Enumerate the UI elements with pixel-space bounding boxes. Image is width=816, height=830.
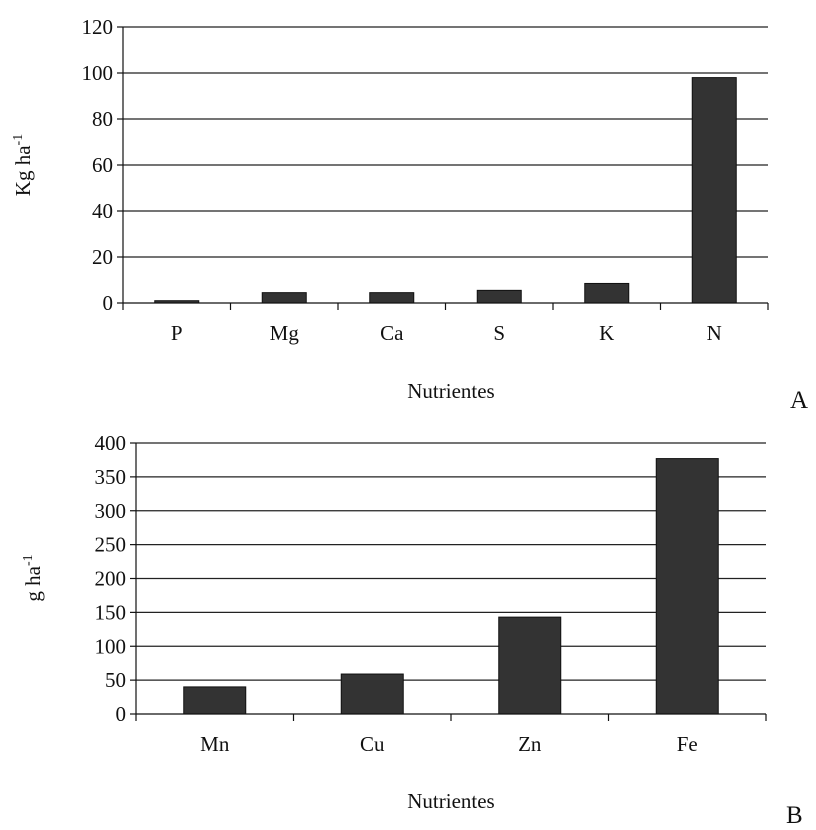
y-axis-label-b-sup: -1 <box>21 554 36 566</box>
y-tick-label-a-40: 40 <box>92 199 113 223</box>
bar-b-cu <box>340 673 404 715</box>
axes-b <box>130 442 767 721</box>
x-tick-label-a-p: P <box>171 321 183 345</box>
bar-b-zn <box>498 616 562 715</box>
panel-label-b: B <box>786 802 803 829</box>
x-tick-labels-b: Mn Cu Zn Fe <box>200 732 698 756</box>
y-axis-label-a-sup: -1 <box>11 134 26 146</box>
bar-a-mg <box>261 292 307 304</box>
axes-a <box>117 26 769 310</box>
bars-a <box>154 77 737 304</box>
x-axis-label-a: Nutrientes <box>407 379 494 403</box>
x-axis-label-b: Nutrientes <box>407 789 494 813</box>
y-tick-label-a-0: 0 <box>103 291 114 315</box>
y-tick-label-b-50: 50 <box>105 668 126 692</box>
bar-b-fe <box>655 458 719 715</box>
y-tick-label-a-80: 80 <box>92 107 113 131</box>
x-tick-labels-a: P Mg Ca S K N <box>171 321 722 345</box>
y-tick-label-b-100: 100 <box>95 634 127 658</box>
bars-b <box>183 458 719 715</box>
y-tick-label-b-0: 0 <box>116 702 127 726</box>
x-tick-label-b-cu: Cu <box>360 732 385 756</box>
bar-a-s <box>476 289 522 304</box>
y-tick-label-b-250: 250 <box>95 533 127 557</box>
x-tick-label-a-s: S <box>493 321 505 345</box>
y-tick-label-a-20: 20 <box>92 245 113 269</box>
y-axis-label-a: Kg ha-1 <box>11 134 35 196</box>
y-axis-label-b: g ha-1 <box>21 554 45 601</box>
x-tick-label-b-zn: Zn <box>518 732 542 756</box>
chart-panel-b: 0 50 100 150 200 250 300 350 400 Mn Cu Zn Fe Nutrie… <box>21 431 803 829</box>
y-axis-label-a-main: Kg ha <box>11 145 35 196</box>
x-tick-label-a-k: K <box>599 321 614 345</box>
y-axis-label-b-main: g ha <box>21 565 45 601</box>
y-tick-label-a-100: 100 <box>82 61 114 85</box>
x-tick-label-a-n: N <box>707 321 722 345</box>
x-tick-label-a-ca: Ca <box>380 321 404 345</box>
y-tick-label-b-150: 150 <box>95 600 127 624</box>
y-tick-label-a-60: 60 <box>92 153 113 177</box>
x-tick-label-a-mg: Mg <box>270 321 300 345</box>
y-tick-label-b-400: 400 <box>95 431 127 455</box>
y-tick-label-b-350: 350 <box>95 465 127 489</box>
bar-a-k <box>584 282 630 304</box>
bar-b-mn <box>183 686 247 715</box>
chart-panel-a: 0 20 40 60 80 100 120 P Mg Ca S K N Nutrientes Kg h… <box>11 15 808 414</box>
x-tick-label-b-mn: Mn <box>200 732 230 756</box>
panel-label-a: A <box>790 387 808 414</box>
y-tick-label-b-300: 300 <box>95 499 127 523</box>
y-tick-labels-b: 0 50 100 150 200 250 300 350 400 <box>95 431 127 726</box>
grid-lines-a <box>123 26 768 258</box>
x-tick-label-b-fe: Fe <box>677 732 698 756</box>
bar-a-ca <box>369 292 415 304</box>
bar-a-n <box>691 77 737 304</box>
y-tick-label-b-200: 200 <box>95 567 127 591</box>
y-tick-label-a-120: 120 <box>82 15 114 39</box>
y-tick-labels-a: 0 20 40 60 80 100 120 <box>82 15 114 315</box>
